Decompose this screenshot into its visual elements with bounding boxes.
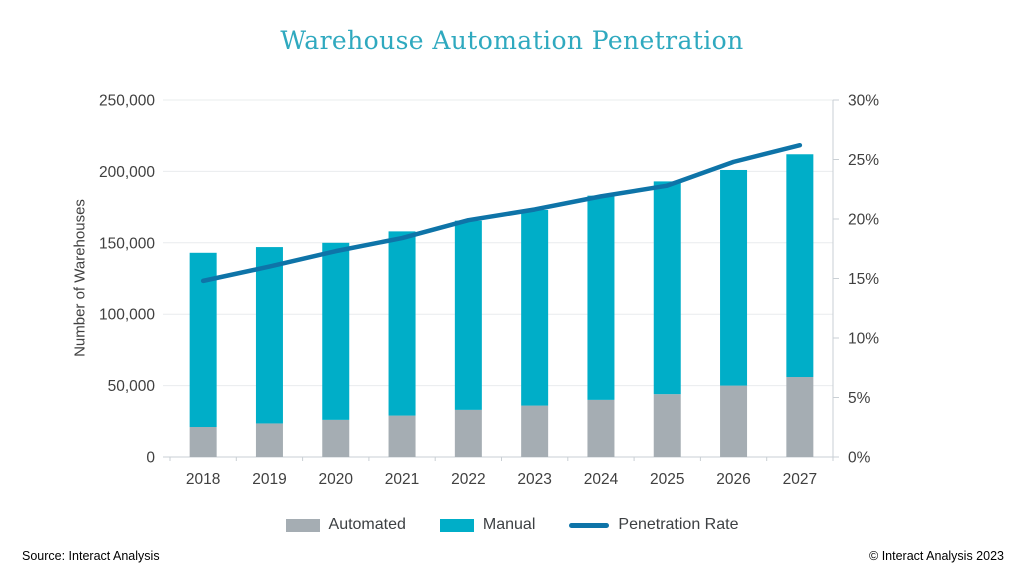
legend-label-manual: Manual: [482, 516, 536, 533]
bar-automated-2019: [255, 423, 283, 457]
bar-automated-2020: [322, 419, 350, 457]
manual-swatch-icon: [439, 518, 474, 532]
bar-manual-2024: [587, 195, 615, 400]
legend-label-penetration-rate: Penetration Rate: [618, 516, 739, 533]
legend-item-manual: Manual: [439, 516, 536, 534]
copyright-notice: © Interact Analysis 2023: [869, 549, 1004, 563]
legend-item-automated: Automated: [285, 516, 406, 534]
bar-manual-2020: [322, 242, 350, 420]
x-axis-label-2019: 2019: [252, 471, 286, 488]
bar-manual-2019: [255, 247, 283, 424]
right-axis-tick-label: 15%: [848, 271, 879, 288]
x-axis-label-2027: 2027: [783, 471, 817, 488]
bar-automated-2021: [388, 415, 416, 457]
left-axis-tick-label: 150,000: [99, 235, 155, 252]
penetration-rate-line: [200, 142, 803, 284]
bar-manual-2026: [720, 169, 748, 386]
bar-manual-2021: [388, 231, 416, 416]
right-axis-tick-label: 0%: [848, 450, 871, 467]
automated-swatch-icon: [285, 518, 320, 532]
x-axis-label-2021: 2021: [385, 471, 419, 488]
source-attribution: Source: Interact Analysis: [22, 549, 160, 563]
chart-legend: Automated Manual Penetration Rate: [0, 516, 1024, 534]
bar-manual-2027: [786, 154, 814, 378]
right-axis-tick-label: 10%: [848, 331, 879, 348]
bar-manual-2025: [653, 181, 681, 395]
left-axis-tick-label: 250,000: [99, 93, 155, 110]
x-axis-label-2020: 2020: [319, 471, 354, 488]
x-axis-label-2018: 2018: [186, 471, 220, 488]
bar-automated-2024: [587, 399, 615, 457]
legend-item-penetration-rate: Penetration Rate: [569, 516, 738, 534]
bar-manual-2023: [521, 209, 549, 406]
x-axis-label-2022: 2022: [451, 471, 485, 488]
bar-automated-2027: [786, 377, 814, 457]
right-axis-tick-label: 25%: [848, 152, 879, 169]
x-axis-label-2025: 2025: [650, 471, 684, 488]
right-axis-tick-label: 30%: [848, 93, 879, 110]
x-axis-label-2024: 2024: [584, 471, 619, 488]
legend-label-automated: Automated: [328, 516, 406, 533]
bar-manual-2022: [454, 220, 482, 410]
right-axis-tick-label: 20%: [848, 212, 879, 229]
chart-title: Warehouse Automation Penetration: [280, 26, 744, 55]
bar-automated-2026: [720, 385, 748, 457]
left-axis-tick-label: 100,000: [99, 307, 155, 324]
bar-automated-2025: [653, 394, 681, 457]
x-axis-label-2023: 2023: [517, 471, 551, 488]
left-axis-tick-label: 200,000: [99, 164, 155, 181]
penetration-rate-line-icon: [569, 522, 610, 528]
bar-automated-2018: [189, 427, 217, 457]
right-axis-tick-label: 5%: [848, 390, 871, 407]
left-axis-tick-label: 0: [146, 450, 155, 467]
x-axis-label-2026: 2026: [716, 471, 750, 488]
bar-automated-2023: [521, 405, 549, 457]
bar-automated-2022: [454, 409, 482, 457]
left-axis-tick-label: 50,000: [108, 378, 156, 395]
